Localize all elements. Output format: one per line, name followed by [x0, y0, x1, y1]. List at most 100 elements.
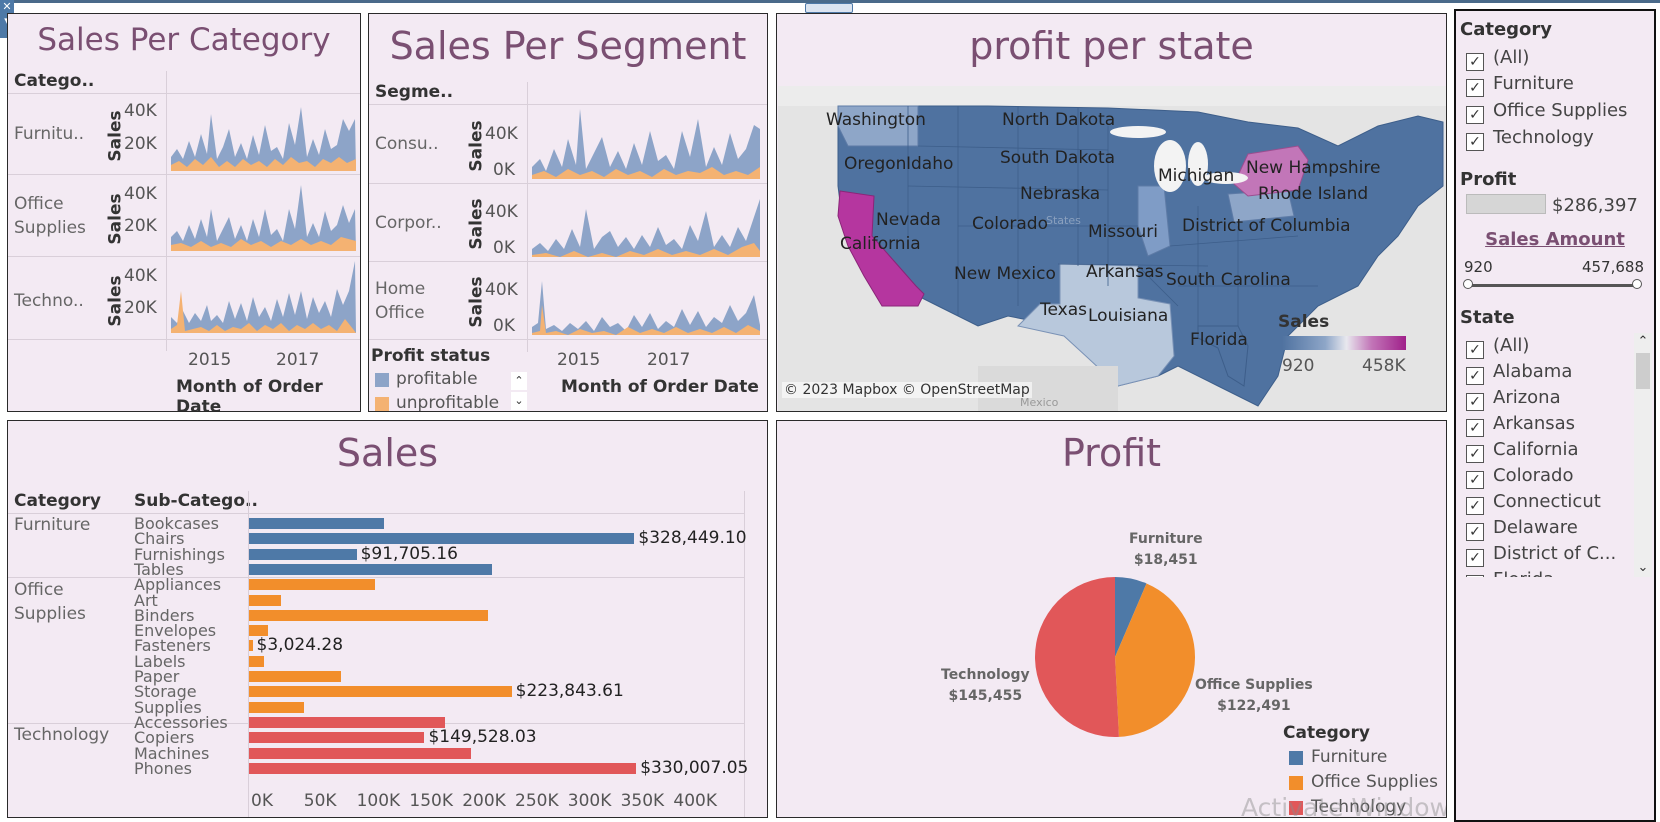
map-label: Rhode Island: [1258, 184, 1369, 204]
bar[interactable]: [249, 716, 446, 728]
map-label: Florida: [1190, 330, 1248, 350]
filter-category-item[interactable]: ✓ Technology: [1466, 127, 1594, 151]
legend-title: Category: [1283, 723, 1370, 743]
checkbox-checked-icon[interactable]: ✓: [1466, 575, 1484, 577]
map-label: South Dakota: [1000, 148, 1116, 168]
filter-state-item[interactable]: ✓ Alabama: [1466, 361, 1572, 385]
checkbox-checked-icon[interactable]: ✓: [1466, 523, 1484, 541]
bar[interactable]: [249, 701, 304, 713]
checkbox-checked-icon[interactable]: ✓: [1466, 53, 1484, 71]
bar-value-label: $91,705.16: [360, 543, 458, 564]
filter-state-item[interactable]: ✓ Delaware: [1466, 517, 1578, 541]
bar[interactable]: [249, 609, 488, 621]
bar[interactable]: [249, 548, 357, 560]
filter-state-item[interactable]: ✓ Florida: [1466, 569, 1554, 577]
row-label-home-office: Home Office: [375, 279, 426, 323]
filter-category-item[interactable]: ✓ Furniture: [1466, 73, 1574, 97]
scrollbar-thumb[interactable]: [1636, 353, 1650, 389]
filter-sales-amount-title[interactable]: Sales Amount: [1485, 229, 1625, 250]
bar[interactable]: [249, 594, 281, 606]
profitable-area: [171, 107, 356, 171]
sales-amount-slider-track[interactable]: [1468, 284, 1636, 287]
divider: [248, 491, 249, 817]
map-attribution[interactable]: © 2023 Mapbox © OpenStreetMap: [782, 382, 1032, 398]
state-list-scrollbar[interactable]: ⌃ ⌄: [1634, 333, 1652, 577]
checkbox-checked-icon[interactable]: ✓: [1466, 549, 1484, 567]
lake: [1204, 172, 1248, 184]
x-tick: 2017: [647, 350, 691, 370]
pie-slice-furniture[interactable]: [1115, 577, 1147, 657]
y-axis-label: Sales: [466, 198, 487, 250]
bar-value-label: $3,024.28: [256, 635, 344, 656]
checkbox-checked-icon[interactable]: ✓: [1466, 79, 1484, 97]
map-label: New Hampshire: [1246, 158, 1381, 178]
profit-range-bar[interactable]: [1466, 194, 1546, 214]
bar[interactable]: [249, 686, 512, 698]
map-faint-label: Mexico: [1020, 396, 1059, 409]
pie-label-office-supplies: Office Supplies $122,491: [1195, 675, 1313, 717]
bar[interactable]: [249, 625, 269, 637]
sales-panel: Sales Category Sub-Catego.. Furniture Of…: [7, 420, 768, 818]
checkbox-checked-icon[interactable]: ✓: [1466, 367, 1484, 385]
profitable-area: [171, 261, 356, 333]
filter-state-item[interactable]: ✓ Colorado: [1466, 465, 1573, 489]
map-label: District of Columbia: [1182, 216, 1351, 236]
category-label-office-supplies: Office Supplies: [14, 580, 86, 624]
bar[interactable]: [249, 579, 376, 591]
subcategory-label: Machines: [134, 743, 210, 763]
filter-state-item[interactable]: ✓ (All): [1466, 335, 1529, 359]
filter-state-item[interactable]: ✓ Connecticut: [1466, 491, 1601, 515]
scroll-down-icon[interactable]: ⌄: [1637, 560, 1649, 575]
bar[interactable]: [249, 732, 425, 744]
column-header-category: Category: [14, 491, 101, 511]
bar[interactable]: [249, 533, 635, 545]
bar[interactable]: [249, 518, 384, 529]
map-faint-label: States: [1046, 214, 1081, 227]
map-area[interactable]: Washington North Dakota Oregon Idaho Sou…: [778, 86, 1446, 411]
bar[interactable]: [249, 640, 253, 652]
divider: [369, 183, 767, 184]
checkbox-checked-icon[interactable]: ✓: [1466, 419, 1484, 437]
map-label: Oregon: [844, 154, 907, 174]
pie-slice-office-supplies[interactable]: [1115, 583, 1195, 737]
panel-title: profit per state: [969, 24, 1254, 68]
legend-label-profitable: profitable: [396, 369, 478, 389]
map-label: Washington: [826, 110, 926, 130]
pie-slice-technology[interactable]: [1035, 577, 1119, 737]
filter-state-item[interactable]: ✓ District of C...: [1466, 543, 1616, 567]
legend-swatch-unprofitable: [375, 397, 389, 411]
divider: [166, 71, 167, 351]
bar[interactable]: [249, 671, 342, 682]
bar[interactable]: [249, 747, 472, 759]
filter-state-item[interactable]: ✓ Arizona: [1466, 387, 1561, 411]
slider-handle-min[interactable]: [1463, 279, 1473, 289]
scroll-up-icon[interactable]: ⌃: [1637, 334, 1649, 349]
bar[interactable]: [249, 655, 264, 667]
divider: [8, 93, 360, 94]
y-axis-label: Sales: [105, 275, 126, 327]
profitable-area: [532, 281, 760, 335]
pie-label-name: Furniture: [1129, 531, 1203, 547]
bar[interactable]: [249, 762, 637, 774]
drag-handle-icon[interactable]: [805, 3, 853, 13]
filter-state-item[interactable]: ✓ California: [1466, 439, 1578, 463]
checkbox-checked-icon[interactable]: ✓: [1466, 471, 1484, 489]
pie-label-value: $18,451: [1133, 552, 1198, 568]
checkbox-checked-icon[interactable]: ✓: [1466, 341, 1484, 359]
y-tick: 40K: [485, 124, 518, 144]
checkbox-checked-icon[interactable]: ✓: [1466, 445, 1484, 463]
checkbox-checked-icon[interactable]: ✓: [1466, 133, 1484, 151]
legend-scroll-up-icon[interactable]: ⌃: [511, 372, 527, 390]
filter-category-item[interactable]: ✓ (All): [1466, 47, 1529, 71]
filter-state-label: Delaware: [1493, 517, 1578, 538]
slider-handle-max[interactable]: [1632, 279, 1642, 289]
checkbox-checked-icon[interactable]: ✓: [1466, 497, 1484, 515]
filter-category-item[interactable]: ✓ Office Supplies: [1466, 100, 1627, 124]
legend-scroll-down-icon[interactable]: ⌄: [511, 392, 527, 410]
checkbox-checked-icon[interactable]: ✓: [1466, 106, 1484, 124]
filter-state-item[interactable]: ✓ Arkansas: [1466, 413, 1575, 437]
checkbox-checked-icon[interactable]: ✓: [1466, 393, 1484, 411]
bar[interactable]: [249, 563, 492, 575]
filter-state-label: Connecticut: [1493, 491, 1601, 512]
